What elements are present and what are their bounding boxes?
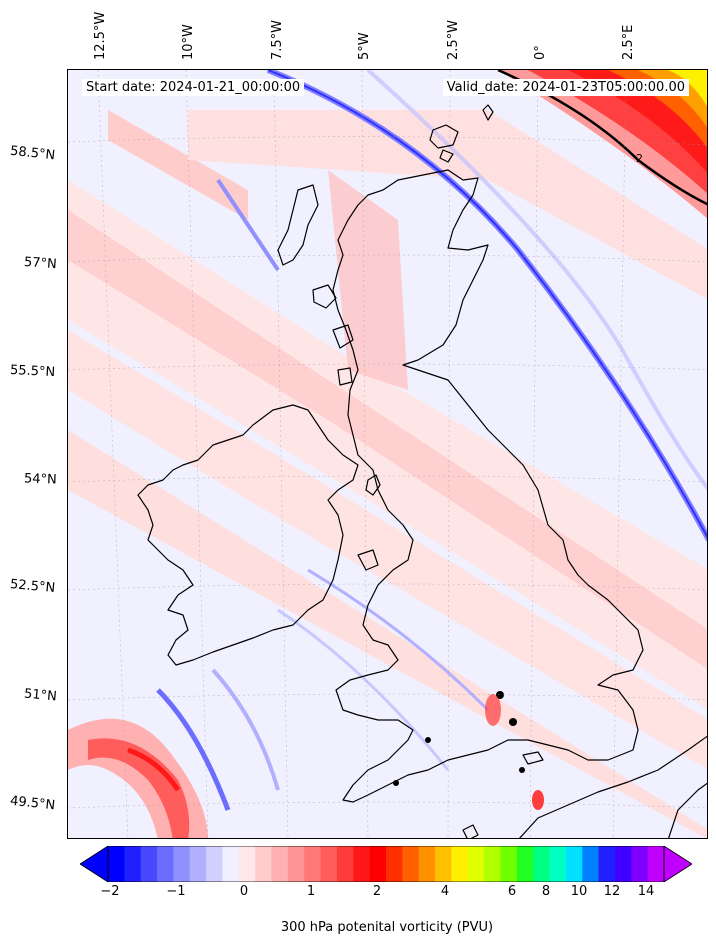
colorbar-cell [484,846,501,882]
colorbar-tick-label: 2 [372,884,382,899]
colorbar-cell [582,846,600,882]
lat-label-51n: 51°N [23,686,58,705]
colorbar-tick-label: 12 [603,884,621,899]
colorbar-outline [107,846,665,882]
colorbar-cell [418,846,436,882]
colorbar-tick-label: −1 [166,884,186,899]
colorbar-cell [124,846,142,882]
colorbar-cell [189,846,207,882]
coastlines [137,104,707,838]
colorbar-extend-max-arrow [663,846,692,882]
colorbar-cell [549,846,567,882]
colorbar-cell [533,846,551,882]
colorbar-tick-label: 14 [637,884,655,899]
colorbar-cell [516,846,534,882]
lon-label-5w: 5°W [357,32,372,60]
colorbar-cell [565,846,583,882]
colorbar-cell [173,846,191,882]
lat-label-58-5n: 58.5°N [9,143,56,164]
colorbar-tick-label: 1 [306,884,316,899]
colorbar-cell [336,846,354,882]
map-panel[interactable]: 2 [67,69,708,839]
colorbar-tick-label: 10 [570,884,588,899]
lat-label-49-5n: 49.5°N [9,793,56,814]
colorbar-cell [287,846,305,882]
colorbar-cell [320,846,338,882]
colorbar-extend-min-arrow [80,846,109,882]
colorbar-cell [304,846,322,882]
colorbar-cell [451,846,469,882]
coastline-great-britain [332,169,644,803]
colorbar-tick-label: 6 [507,884,517,899]
colorbar-cell [255,846,273,882]
colorbar-cell [222,846,240,882]
contour-label: 2 [636,152,643,165]
coastline-orkney [429,124,459,149]
colorbar-cell [108,846,125,882]
colorbar-tick-label: −2 [100,884,120,899]
pv-field-map: 2 [68,70,707,838]
lon-label-2-5w: 2.5°W [446,19,461,60]
coastline-france [519,735,707,838]
coastline-isle-of-man [365,474,381,496]
lon-label-12-5w: 12.5°W [93,11,108,60]
graticule [68,70,707,838]
colorbar-cell [157,846,174,882]
colorbar-cell [140,846,158,882]
colorbar-cells [108,846,665,882]
colorbar-cell [353,846,371,882]
colorbar-cell [435,846,452,882]
colorbar-cell [386,846,403,882]
coastline-ireland [137,404,359,666]
lon-label-7-5w: 7.5°W [270,19,285,60]
lon-label-10w: 10°W [181,24,196,60]
lon-label-2-5e: 2.5°E [621,24,636,60]
lat-label-54n: 54°N [23,471,58,488]
valid-date-label: Valid_date: 2024-01-23T05:00:00.00 [442,79,689,96]
colorbar-label: 300 hPa potenital vorticity (PVU) [280,920,494,935]
colorbar-cell [647,846,665,882]
coastline-western-isles [277,184,319,266]
colorbar-cell [402,846,420,882]
pv-shading [68,70,707,838]
colorbar-tick-label: 0 [239,884,249,899]
colorbar-cell [631,846,649,882]
lat-label-55-5n: 55.5°N [9,362,56,381]
lat-label-52-5n: 52.5°N [9,577,56,596]
colorbar-cell [238,846,256,882]
colorbar-cell [467,846,485,882]
colorbar-cell [500,846,518,882]
lon-label-0: 0° [533,45,548,60]
start-date-label: Start date: 2024-01-21_00:00:00 [82,79,305,96]
colorbar-cell [614,846,632,882]
colorbar-tick-label: 8 [541,884,551,899]
colorbar-cell [271,846,289,882]
colorbar-cell [598,846,616,882]
colorbar-cell [206,846,223,882]
colorbar [80,846,692,882]
colorbar-cell [369,846,387,882]
lat-label-57n: 57°N [23,254,58,273]
colorbar-tick-label: 4 [440,884,450,899]
